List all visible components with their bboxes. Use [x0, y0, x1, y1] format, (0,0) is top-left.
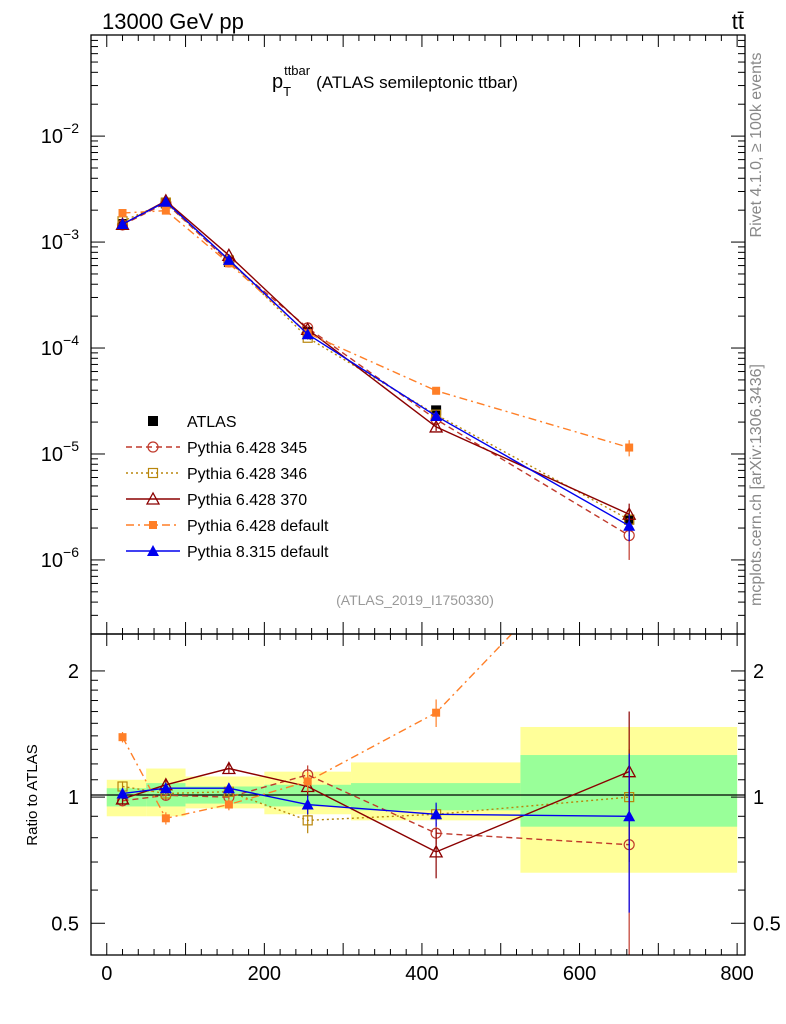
data-point — [301, 798, 314, 810]
data-point — [118, 733, 127, 742]
y-tick-label-right: 1 — [753, 787, 764, 809]
legend-item-pythia-6-428-345: Pythia 6.428 345 — [126, 440, 307, 457]
legend-label: Pythia 6.428 default — [187, 518, 329, 535]
legend-marker — [147, 545, 159, 556]
data-point — [625, 443, 634, 452]
data-point — [623, 810, 636, 822]
legend-marker — [149, 521, 157, 529]
mcplots-label: mcplots.cern.ch [arXiv:1306.3436] — [748, 364, 765, 606]
y-tick-label: 10−3 — [41, 226, 79, 254]
ratio-ylabel: Ratio to ATLAS — [24, 744, 41, 845]
data-point — [432, 386, 441, 395]
legend: ATLAS Pythia 6.428 345 Pythia 6.428 346 Pyt… — [126, 414, 329, 561]
data-point — [161, 814, 170, 823]
data-point — [623, 519, 636, 531]
x-tick-label: 600 — [563, 963, 596, 985]
process-label: tt̄ — [732, 9, 744, 34]
data-point — [432, 708, 441, 717]
legend-label: Pythia 6.428 346 — [187, 466, 307, 483]
main-y-axis: 10−2 10−3 10−4 10−5 10−6 — [41, 34, 745, 635]
data-point — [301, 328, 314, 340]
y-tick-label-right: 2 — [753, 661, 764, 683]
legend-item-pythia-6-428-370: Pythia 6.428 370 — [126, 491, 307, 509]
y-tick-label-right: 0.5 — [753, 913, 781, 935]
ratio-uncertainty-bands — [106, 726, 738, 873]
x-tick-label: 0 — [101, 963, 112, 985]
data-point — [222, 253, 235, 265]
y-tick-label: 10−2 — [41, 120, 79, 148]
data-point — [222, 782, 235, 794]
y-tick-label: 1 — [68, 787, 79, 809]
data-point — [116, 218, 129, 230]
ratio-panel: 2 2 1 1 0.5 0.5 0 200 400 600 800 Ratio to ATLAS — [24, 633, 781, 985]
data-point — [159, 195, 172, 207]
main-x-axis — [106, 35, 738, 634]
series-pythia-8-315-default — [116, 195, 636, 542]
ratio-x-axis: 0 200 400 600 800 — [101, 634, 754, 985]
y-tick-label: 2 — [68, 661, 79, 683]
series-line — [122, 202, 630, 537]
title-superscript: ttbar — [284, 63, 311, 78]
y-tick-label: 10−6 — [41, 544, 79, 572]
legend-marker — [148, 416, 158, 426]
legend-item-pythia-6-428-346: Pythia 6.428 346 — [126, 466, 307, 483]
data-point — [161, 206, 170, 215]
data-point — [430, 410, 443, 422]
legend-label: Pythia 6.428 345 — [187, 440, 307, 457]
legend-marker — [147, 467, 159, 479]
title-subscript: T — [283, 84, 291, 99]
series-line — [122, 787, 630, 817]
ratio-y-axis: 2 2 1 1 0.5 0.5 — [51, 661, 781, 935]
x-tick-label: 800 — [720, 963, 753, 985]
data-point — [118, 209, 127, 218]
y-tick-label: 0.5 — [51, 913, 79, 935]
series-pythia-8-315-default — [116, 753, 636, 913]
legend-item-pythia-8-315-default: Pythia 8.315 default — [126, 544, 329, 561]
data-point — [302, 815, 313, 826]
data-point — [221, 761, 236, 775]
legend-label: Pythia 8.315 default — [187, 544, 329, 561]
data-point — [429, 419, 444, 433]
series-line — [121, 634, 513, 820]
y-tick-label: 10−4 — [41, 332, 79, 360]
y-tick-label: 10−5 — [41, 438, 79, 466]
plot-title: pTttbar (ATLAS semileptonic ttbar) — [272, 63, 518, 99]
title-rest: (ATLAS semileptonic ttbar) — [316, 73, 518, 92]
legend-marker — [145, 491, 161, 505]
ratio-frame-border — [90, 633, 746, 956]
series-line — [122, 200, 630, 527]
legend-marker — [147, 441, 159, 453]
ratio-frame — [90, 633, 746, 956]
analysis-id: (ATLAS_2019_I1750330) — [336, 592, 494, 608]
data-point — [224, 800, 233, 809]
data-point — [430, 808, 443, 820]
series-line — [122, 774, 630, 846]
series-line — [122, 209, 630, 449]
title-main: p — [272, 71, 283, 93]
series-pythia-6-428-default — [118, 634, 513, 825]
ratio-series — [115, 634, 637, 955]
rivet-version-label: Rivet 4.1.0, ≥ 100k events — [748, 53, 765, 238]
data-point — [116, 787, 129, 799]
legend-label: ATLAS — [187, 414, 237, 431]
x-tick-label: 200 — [248, 963, 281, 985]
series-line — [122, 785, 630, 822]
series-line — [122, 767, 630, 853]
main-series — [115, 193, 637, 560]
data-point — [159, 782, 172, 794]
x-tick-label: 400 — [405, 963, 438, 985]
data-point — [303, 777, 312, 786]
legend-label: Pythia 6.428 370 — [187, 492, 307, 509]
legend-item-atlas: ATLAS — [148, 414, 237, 431]
energy-label: 13000 GeV pp — [102, 9, 244, 34]
data-point — [429, 844, 444, 858]
legend-item-pythia-6-428-default: Pythia 6.428 default — [126, 518, 329, 535]
main-panel: 10−2 10−3 10−4 10−5 10−6 pTttbar (ATLAS semil… — [41, 34, 746, 635]
